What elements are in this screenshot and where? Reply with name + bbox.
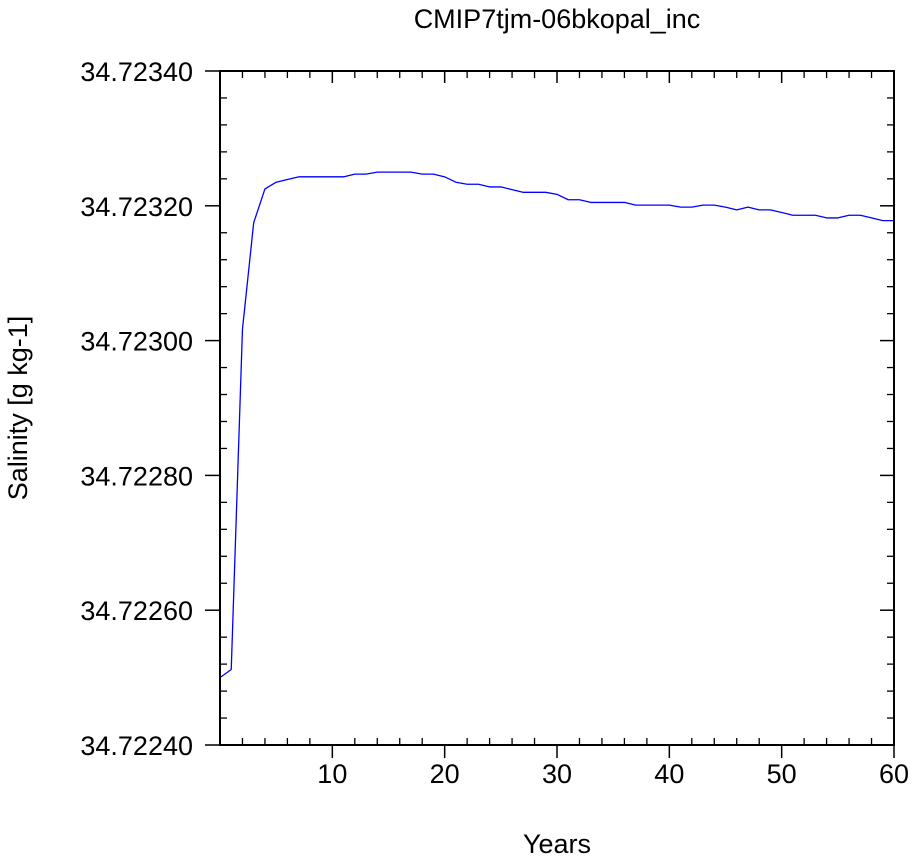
- plot-frame: [219, 70, 895, 746]
- x-tick-label: 40: [654, 759, 684, 789]
- y-tick-label: 34.72260: [80, 596, 193, 626]
- y-tick-labels: 34.72240 34.72260 34.72280 34.72300 34.72320…: [80, 57, 193, 761]
- x-tick-label: 10: [317, 759, 347, 789]
- y-tick-label: 34.72300: [80, 327, 193, 357]
- y-tick-label: 34.72280: [80, 461, 193, 491]
- y-axis-label: Salinity [g kg-1]: [3, 316, 33, 501]
- x-tick-label: 20: [430, 759, 460, 789]
- y-tick-label: 34.72340: [80, 57, 193, 87]
- x-tick-label: 30: [542, 759, 572, 789]
- x-tick-label: 60: [879, 759, 909, 789]
- x-axis-label: Years: [523, 829, 591, 859]
- y-tick-label: 34.72320: [80, 192, 193, 222]
- chart-title: CMIP7tjm-06bkopal_inc: [414, 4, 701, 34]
- y-tick-label: 34.72240: [80, 731, 193, 761]
- series-line: [219, 171, 894, 679]
- x-tick-label: 50: [767, 759, 797, 789]
- minor-ticks: [220, 71, 894, 745]
- major-ticks: [205, 70, 895, 758]
- x-tick-labels: 10 20 30 40 50 60: [317, 759, 909, 789]
